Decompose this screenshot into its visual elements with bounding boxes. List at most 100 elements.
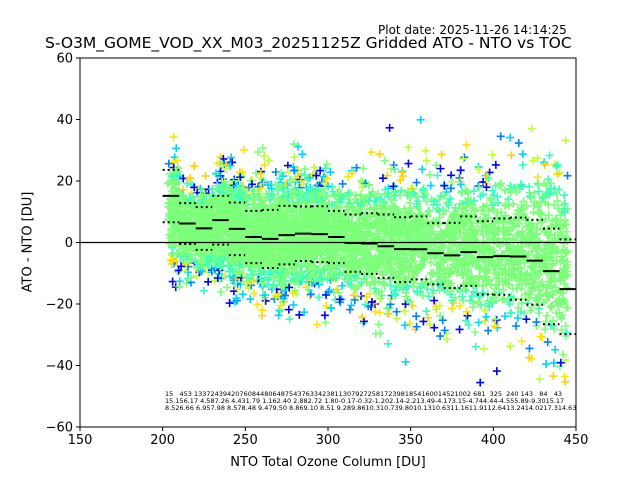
scatter-point [359,164,368,173]
scatter-point [447,177,456,186]
scatter-point [482,312,491,321]
scatter-point [469,287,478,296]
y-tick-label: 60 [56,52,73,67]
scatter-point [229,287,238,296]
scatter-point [290,140,299,149]
scatter-point [401,357,410,366]
scatter-point [326,168,335,177]
scatter-point [553,160,562,169]
scatter-point [556,358,565,367]
scatter-point [243,272,252,281]
scatter-point [380,280,389,289]
scatter-point [285,283,294,292]
scatter-point [409,188,418,197]
scatter-point [561,321,570,330]
scatter-point [312,171,321,180]
scatter-point [396,176,405,185]
scatter-point [369,299,378,308]
scatter-point [516,308,525,317]
scatter-point [401,300,410,309]
scatter-point [451,293,460,302]
scatter-point [541,325,550,334]
scatter-point [260,151,269,160]
scatter-point [323,174,332,183]
scatter-point [338,281,347,290]
scatter-point [244,183,253,192]
scatter-point [349,291,358,300]
scatter-point [476,378,485,387]
scatter-point [376,294,385,303]
x-tick-label: 400 [481,433,506,448]
scatter-point [212,169,221,178]
scatter-point [482,183,491,192]
scatter-point [175,277,184,286]
scatter-point [350,295,359,304]
scatter-point [404,159,413,168]
scatter-point [555,362,564,371]
scatter-point [518,150,527,159]
scatter-point [486,196,495,205]
scatter-point [536,332,545,341]
scatter-point [429,286,438,295]
scatter-point [322,160,331,169]
scatter-point [455,325,464,334]
scatter-point [273,186,282,195]
scatter-point [337,269,346,278]
scatter-point [544,175,553,184]
scatter-point [488,150,497,159]
scatter-point [459,296,468,305]
scatter-point [430,323,439,332]
scatter-point [338,179,347,188]
scatter-point [383,171,392,180]
scatter-point [274,185,283,194]
scatter-point [190,183,199,192]
scatter-point [288,289,297,298]
scatter-point [440,326,449,335]
scatter-point [251,267,260,276]
scatter-point [425,170,434,179]
scatter-point [306,290,315,299]
scatter-point [226,161,235,170]
scatter-point [418,165,427,174]
scatter-point [474,297,483,306]
scatter-point [462,307,471,316]
scatter-point [542,311,551,320]
scatter-point [404,143,413,152]
scatter-point [456,180,465,189]
scatter-point [447,304,456,313]
scatter-point [474,318,483,327]
scatter-point [258,143,267,152]
y-axis-label: ATO - NTO [DU] [20,191,36,293]
scatter-point [225,299,234,308]
y-tick-label: −20 [46,298,73,313]
scatter-point [300,171,309,180]
scatter-point [316,166,325,175]
scatter-point [538,193,547,202]
scatter-point [436,164,445,173]
scatter-point [333,285,342,294]
scatter-point [546,321,555,330]
scatter-point [177,262,186,271]
scatter-point [444,201,453,210]
scatter-point [422,156,431,165]
scatter-point [419,317,428,326]
scatter-point [232,294,241,303]
scatter-point [390,165,399,174]
scatter-point [320,311,329,320]
scatter-point [461,286,470,295]
scatter-point [289,300,298,309]
scatter-point [553,170,562,179]
scatter-point [467,292,476,301]
scatter-point [392,314,401,323]
scatter-point [301,283,310,292]
scatter-point [471,342,480,351]
scatter-point [325,285,334,294]
y-tick-label: 20 [56,175,73,190]
scatter-point [423,313,432,322]
scatter-point [501,312,510,321]
scatter-point [527,193,536,202]
scatter-point [421,146,430,155]
scatter-point [474,165,483,174]
scatter-point [398,172,407,181]
scatter-point [412,312,421,321]
